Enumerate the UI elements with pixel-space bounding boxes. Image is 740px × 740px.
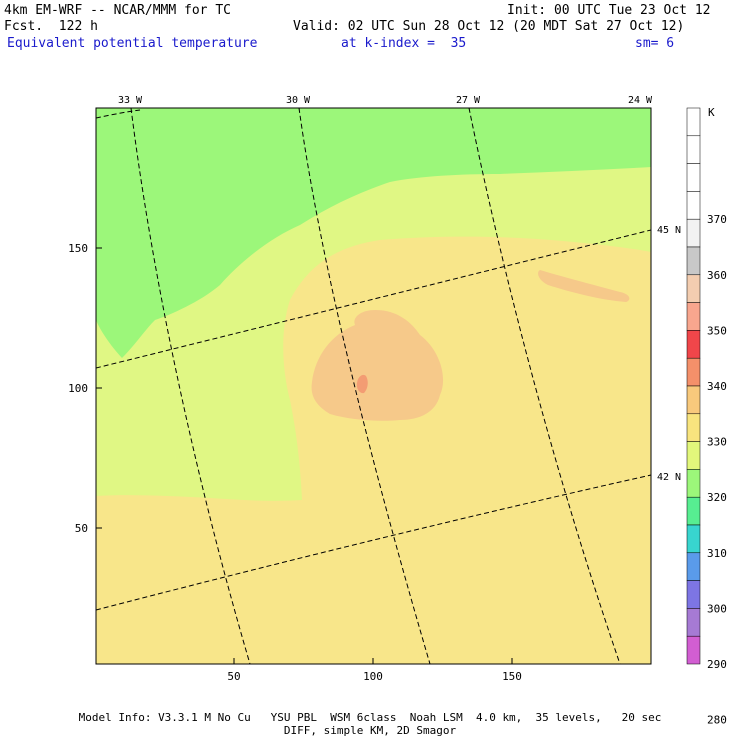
colorbar-swatch: [686, 302, 701, 331]
valid-time: Valid: 02 UTC Sun 28 Oct 12 (20 MDT Sat …: [293, 19, 685, 34]
y-tick-label-100: 100: [68, 382, 88, 395]
band-330-340: [311, 310, 444, 421]
colorbar-label: 340: [707, 380, 727, 393]
colorbar: K 370 360 350 340 330 320 310 300 290 280: [686, 106, 727, 727]
meridian-30w: [298, 108, 431, 664]
forecast-hour: Fcst. 122 h: [4, 19, 98, 34]
meridian-33w: [130, 108, 251, 664]
model-title: 4km EM-WRF -- NCAR/MMM for TC: [4, 3, 231, 18]
lon-labels: 33 W 30 W 27 W 24 W: [118, 95, 653, 106]
lon-label-24w: 24 W: [628, 95, 653, 106]
colorbar-swatch: [686, 413, 701, 442]
colorbar-label: 330: [707, 436, 727, 449]
colorbar-swatch: [686, 107, 701, 137]
colorbar-label: 290: [707, 658, 727, 671]
colorbar-swatch: [686, 496, 701, 526]
colorbar-label: 360: [707, 269, 727, 282]
colorbar-label: 310: [707, 547, 727, 560]
colorbar-label: 300: [707, 602, 727, 615]
colorbar-label: 320: [707, 491, 727, 504]
colorbar-label: 370: [707, 213, 727, 226]
smoothing-info: sm= 6: [635, 36, 675, 51]
x-tick-label-100: 100: [363, 670, 383, 683]
colorbar-swatch: [686, 469, 701, 498]
lat-label-42n: 42 N: [657, 472, 681, 483]
parallel-48n: [96, 109, 141, 119]
colorbar-swatch: [686, 608, 701, 637]
colorbar-swatch: [686, 441, 701, 470]
field-name: Equivalent potential temperature: [7, 36, 258, 51]
lon-label-33w: 33 W: [118, 95, 143, 106]
init-time: Init: 00 UTC Tue 23 Oct 12: [507, 3, 711, 18]
colorbar-label: 350: [707, 324, 727, 337]
colorbar-swatch: [686, 274, 701, 303]
colorbar-swatch: [686, 357, 701, 387]
parallel-45n: [96, 229, 651, 369]
colorbar-swatch: [686, 218, 701, 248]
colorbar-swatch: [686, 246, 701, 276]
colorbar-swatch: [686, 635, 701, 665]
colorbar-swatch: [686, 580, 701, 609]
band-330-340-east: [538, 270, 630, 302]
lat-labels: 45 N 42 N: [657, 225, 681, 483]
y-axis: 150 100 50: [68, 242, 102, 535]
colorbar-swatch: [686, 191, 701, 220]
colorbar-unit: K: [708, 106, 715, 119]
lat-lon-grid: [96, 108, 651, 664]
model-info-2: DIFF, simple KM, 2D Smagor: [283, 724, 457, 737]
meridian-27w: [468, 108, 621, 664]
theta-e-field: [96, 108, 651, 664]
y-tick-label-50: 50: [75, 522, 88, 535]
band-300-310: [96, 108, 651, 358]
lat-label-45n: 45 N: [657, 225, 681, 236]
colorbar-swatch: [686, 135, 701, 164]
band-340-350-core: [356, 374, 368, 394]
x-tick-label-150: 150: [502, 670, 522, 683]
colorbar-swatch: [686, 524, 701, 554]
x-tick-label-50: 50: [227, 670, 240, 683]
x-axis: 50 100 150: [227, 658, 522, 683]
lon-label-30w: 30 W: [286, 95, 311, 106]
colorbar-label: 280: [707, 714, 727, 727]
colorbar-swatch: [686, 163, 701, 192]
model-info: Model Info: V3.3.1 M No Cu YSU PBL WSM 6…: [78, 711, 662, 724]
colorbar-swatch: [686, 552, 701, 581]
parallel-42n: [96, 474, 651, 611]
level-info: at k-index = 35: [341, 36, 467, 51]
y-tick-label-150: 150: [68, 242, 88, 255]
colorbar-swatch: [686, 330, 701, 359]
colorbar-swatch: [686, 385, 701, 415]
lon-label-27w: 27 W: [456, 95, 481, 106]
